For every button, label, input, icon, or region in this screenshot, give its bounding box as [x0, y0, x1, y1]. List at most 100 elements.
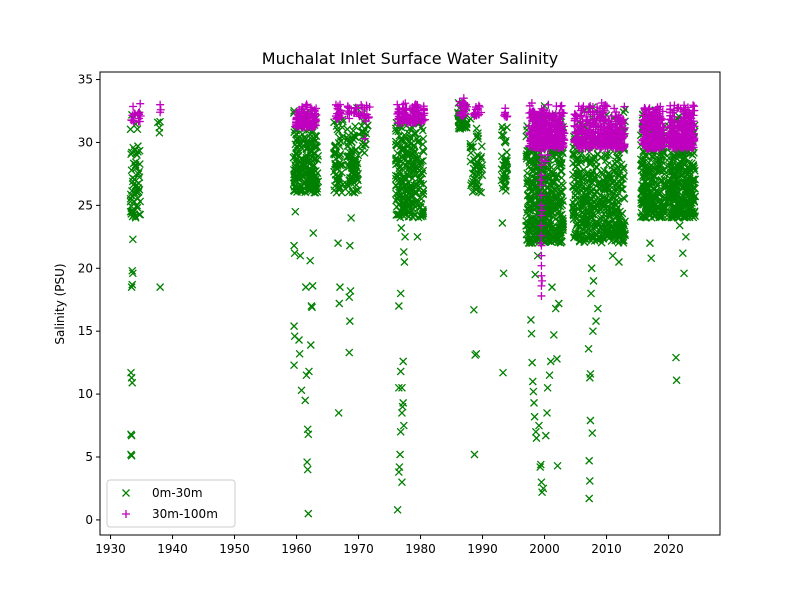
y-tick-label: 10 [78, 387, 93, 401]
data-point-x [466, 143, 475, 152]
legend: 0m-30m 30m-100m [106, 479, 236, 528]
data-point-x [333, 165, 342, 174]
data-point-x [558, 219, 567, 228]
data-point-x [407, 193, 416, 202]
data-point-x [620, 194, 629, 203]
data-point-x [556, 238, 565, 247]
data-point-x [351, 122, 360, 131]
data-point-x [591, 211, 600, 220]
data-point-x [331, 150, 340, 159]
data-point-x [392, 211, 401, 219]
data-point-x [410, 147, 419, 156]
data-point-x [646, 210, 655, 219]
x-tick-label: 1950 [219, 542, 250, 556]
data-point-x [403, 166, 412, 175]
data-point-x [595, 233, 604, 242]
data-point-x [401, 173, 410, 182]
data-point-x [645, 188, 654, 197]
y-tick-label: 0 [85, 513, 93, 527]
data-point-x [351, 158, 360, 167]
data-point-x [526, 182, 535, 191]
data-point-x [292, 155, 301, 164]
data-point-x [128, 173, 137, 182]
data-point-x [304, 138, 313, 147]
data-point-x [478, 171, 487, 180]
data-point-x [601, 156, 610, 165]
data-point-x [604, 212, 613, 220]
data-marks [126, 94, 700, 518]
data-point-x [557, 158, 566, 167]
data-point-x [466, 142, 475, 151]
data-point-x [292, 172, 301, 181]
data-point-x [614, 197, 623, 206]
data-point-x [597, 214, 605, 223]
data-point-x [526, 196, 535, 205]
data-point-x [528, 167, 537, 176]
data-point-x [600, 195, 609, 204]
data-point-x [576, 168, 585, 177]
data-point-x [300, 137, 309, 146]
data-point-x [605, 175, 614, 184]
data-point-x [399, 143, 408, 152]
data-point-x [501, 186, 510, 195]
data-point-x [336, 184, 345, 193]
data-point-x [642, 183, 650, 192]
data-point-x [544, 189, 553, 198]
data-point-x [599, 180, 608, 189]
data-point-x [573, 159, 582, 168]
data-point-x [415, 175, 424, 184]
x-tick-label: 2010 [591, 542, 622, 556]
data-point-x [477, 188, 486, 197]
data-point-x [581, 227, 590, 236]
data-point-x [603, 203, 612, 212]
data-point-x [344, 188, 353, 197]
data-point-x [584, 171, 593, 180]
data-point-x [587, 232, 596, 241]
data-point-x [526, 155, 535, 164]
data-point-x [296, 165, 305, 174]
data-point-x [361, 125, 370, 134]
data-point-x [405, 172, 414, 180]
data-point-x [134, 187, 143, 196]
data-point-x [569, 203, 578, 212]
data-point-x [651, 172, 660, 181]
data-point-x [310, 188, 319, 197]
data-point-x [400, 136, 409, 145]
data-point-x [599, 166, 608, 175]
data-point-x [597, 238, 606, 247]
data-point-x [400, 205, 409, 214]
data-point-x [652, 178, 661, 187]
data-point-x [416, 199, 425, 208]
data-point-x [305, 186, 314, 195]
data-point-x [499, 170, 508, 179]
data-point-x [613, 220, 622, 229]
data-point-x [554, 217, 563, 226]
data-point-x [131, 182, 140, 191]
data-point-x [499, 131, 508, 140]
data-point-x [582, 171, 590, 179]
x-tick-label: 1980 [405, 542, 436, 556]
data-point-x [300, 184, 308, 192]
data-point-x [678, 175, 687, 184]
data-point-x [478, 161, 487, 170]
data-point-x [586, 205, 595, 214]
data-point-x [344, 182, 353, 191]
data-point-x [548, 182, 556, 191]
data-point-x [541, 175, 550, 184]
data-point-x [311, 166, 320, 175]
data-point-x [501, 136, 510, 145]
data-point-x [392, 202, 401, 211]
y-tick-label: 30 [78, 135, 93, 149]
data-point-x [396, 213, 405, 222]
y-tick-label: 5 [85, 450, 93, 464]
data-point-x [292, 134, 301, 143]
data-point-x [392, 154, 401, 163]
x-tick-label: 1960 [281, 542, 312, 556]
data-point-x [454, 124, 463, 133]
data-point-x [471, 170, 480, 179]
data-point-x [551, 174, 560, 183]
data-point-x [605, 151, 614, 160]
data-point-x [639, 158, 648, 167]
data-point-x [667, 213, 676, 222]
data-point-x [412, 180, 421, 189]
